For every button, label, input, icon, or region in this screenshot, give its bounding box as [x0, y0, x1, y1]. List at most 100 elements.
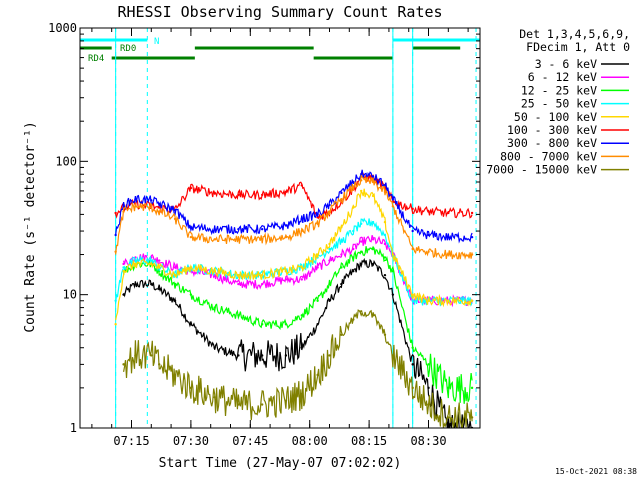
data-point-2-18 [383, 256, 387, 259]
data-point-8-14 [340, 333, 343, 337]
data-point-2-14 [340, 266, 343, 269]
instrument-flags: N RD0 RD4 [80, 37, 480, 64]
data-point-6-2 [134, 197, 137, 201]
data-point-3-16 [359, 222, 363, 226]
axes: 1 10 100 1000 07:15 07:30 07:45 08:00 08:15 08:30 [48, 21, 481, 448]
data-point-5-0 [114, 211, 117, 215]
legend-label-4: 50 - 100 keV [514, 110, 597, 124]
data-point-1-14 [340, 253, 343, 256]
data-point-7-19 [391, 205, 395, 208]
series-line-6 [115, 169, 473, 244]
data-point-6-17 [371, 175, 375, 178]
data-point-1-15 [352, 247, 355, 251]
data-point-2-6 [189, 293, 193, 296]
data-point-8-7 [213, 396, 216, 399]
data-point-4-9 [260, 273, 264, 277]
data-point-2-22 [447, 386, 450, 390]
data-point-3-3 [150, 259, 153, 262]
data-point-4-21 [427, 299, 430, 302]
data-point-7-12 [316, 222, 319, 226]
data-point-7-14 [340, 197, 343, 201]
data-point-0-1 [122, 293, 125, 296]
legend-label-0: 3 - 6 keV [535, 57, 597, 71]
data-point-1-17 [371, 238, 375, 241]
legend-label-5: 100 - 300 keV [507, 123, 597, 137]
data-point-6-3 [150, 199, 153, 202]
data-point-2-12 [316, 299, 319, 302]
data-point-5-7 [213, 191, 216, 195]
data-point-7-22 [447, 253, 450, 256]
data-point-6-9 [260, 227, 264, 231]
data-point-4-3 [150, 262, 153, 266]
data-point-4-16 [359, 189, 363, 193]
y-tick-label-1: 10 [63, 288, 77, 302]
legend-label-2: 12 - 25 keV [521, 83, 597, 97]
data-point-7-7 [213, 238, 216, 241]
data-point-2-21 [427, 363, 430, 366]
data-point-7-4 [158, 210, 161, 213]
data-point-0-11 [300, 346, 303, 349]
data-point-1-18 [383, 242, 387, 246]
series-line-5 [115, 170, 473, 220]
data-point-8-10 [284, 399, 288, 402]
y-tick-label-3: 1000 [48, 21, 77, 35]
data-point-0-14 [340, 282, 343, 286]
data-point-7-11 [300, 229, 303, 233]
data-point-4-7 [213, 269, 216, 273]
x-tick-label-2: 07:45 [232, 434, 268, 448]
data-point-2-13 [328, 282, 331, 286]
data-point-4-19 [391, 253, 395, 256]
data-point-7-8 [237, 238, 240, 241]
data-point-2-20 [411, 346, 414, 349]
chart-title: RHESSI Observing Summary Count Rates [117, 3, 442, 21]
data-point-4-0 [114, 323, 117, 326]
data-point-0-7 [213, 346, 216, 349]
data-point-5-9 [260, 193, 264, 197]
data-point-8-18 [383, 333, 387, 337]
data-point-8-20 [411, 386, 414, 390]
data-point-6-23 [470, 235, 474, 239]
data-point-0-13 [328, 299, 331, 302]
data-point-4-13 [328, 242, 331, 246]
data-point-6-4 [158, 202, 161, 206]
data-point-1-12 [316, 266, 319, 269]
flag-label-0: N [154, 37, 159, 47]
data-point-6-12 [316, 213, 319, 216]
x-tick-label-3: 08:00 [292, 434, 328, 448]
data-point-0-8 [237, 354, 240, 357]
data-point-3-2 [134, 259, 137, 262]
data-point-7-23 [470, 253, 474, 256]
data-point-6-20 [411, 229, 414, 233]
data-point-0-5 [173, 299, 177, 302]
data-point-6-6 [189, 226, 193, 229]
data-point-5-10 [284, 190, 288, 194]
plot-frame [79, 27, 481, 429]
data-point-6-5 [173, 209, 177, 212]
data-point-1-4 [158, 259, 161, 262]
data-point-6-15 [352, 180, 355, 184]
data-point-7-13 [328, 210, 331, 213]
data-point-3-13 [328, 247, 331, 251]
data-point-5-8 [237, 193, 240, 197]
data-point-5-20 [411, 207, 414, 211]
data-point-3-14 [340, 240, 343, 243]
data-point-6-1 [122, 203, 125, 207]
data-point-4-20 [411, 293, 414, 296]
data-point-7-0 [114, 250, 117, 253]
data-point-1-16 [359, 240, 363, 243]
data-point-1-13 [328, 259, 331, 262]
data-point-8-9 [260, 403, 264, 406]
data-point-0-3 [150, 282, 153, 286]
legend-header-line-2: FDecim 1, Att 0 [526, 40, 630, 54]
data-point-5-11 [300, 184, 303, 187]
y-tick-label-0: 1 [70, 421, 77, 435]
legend-label-8: 7000 - 15000 keV [486, 163, 597, 177]
data-point-2-23 [470, 386, 474, 390]
legend-label-1: 6 - 12 keV [528, 70, 597, 84]
data-point-7-21 [427, 250, 430, 253]
x-tick-label-5: 08:30 [410, 434, 446, 448]
data-point-7-10 [284, 235, 288, 239]
data-point-2-8 [237, 314, 240, 317]
data-point-6-7 [213, 227, 216, 231]
y-axis-label: Count Rate (s⁻¹ detector⁻¹) [23, 121, 38, 332]
